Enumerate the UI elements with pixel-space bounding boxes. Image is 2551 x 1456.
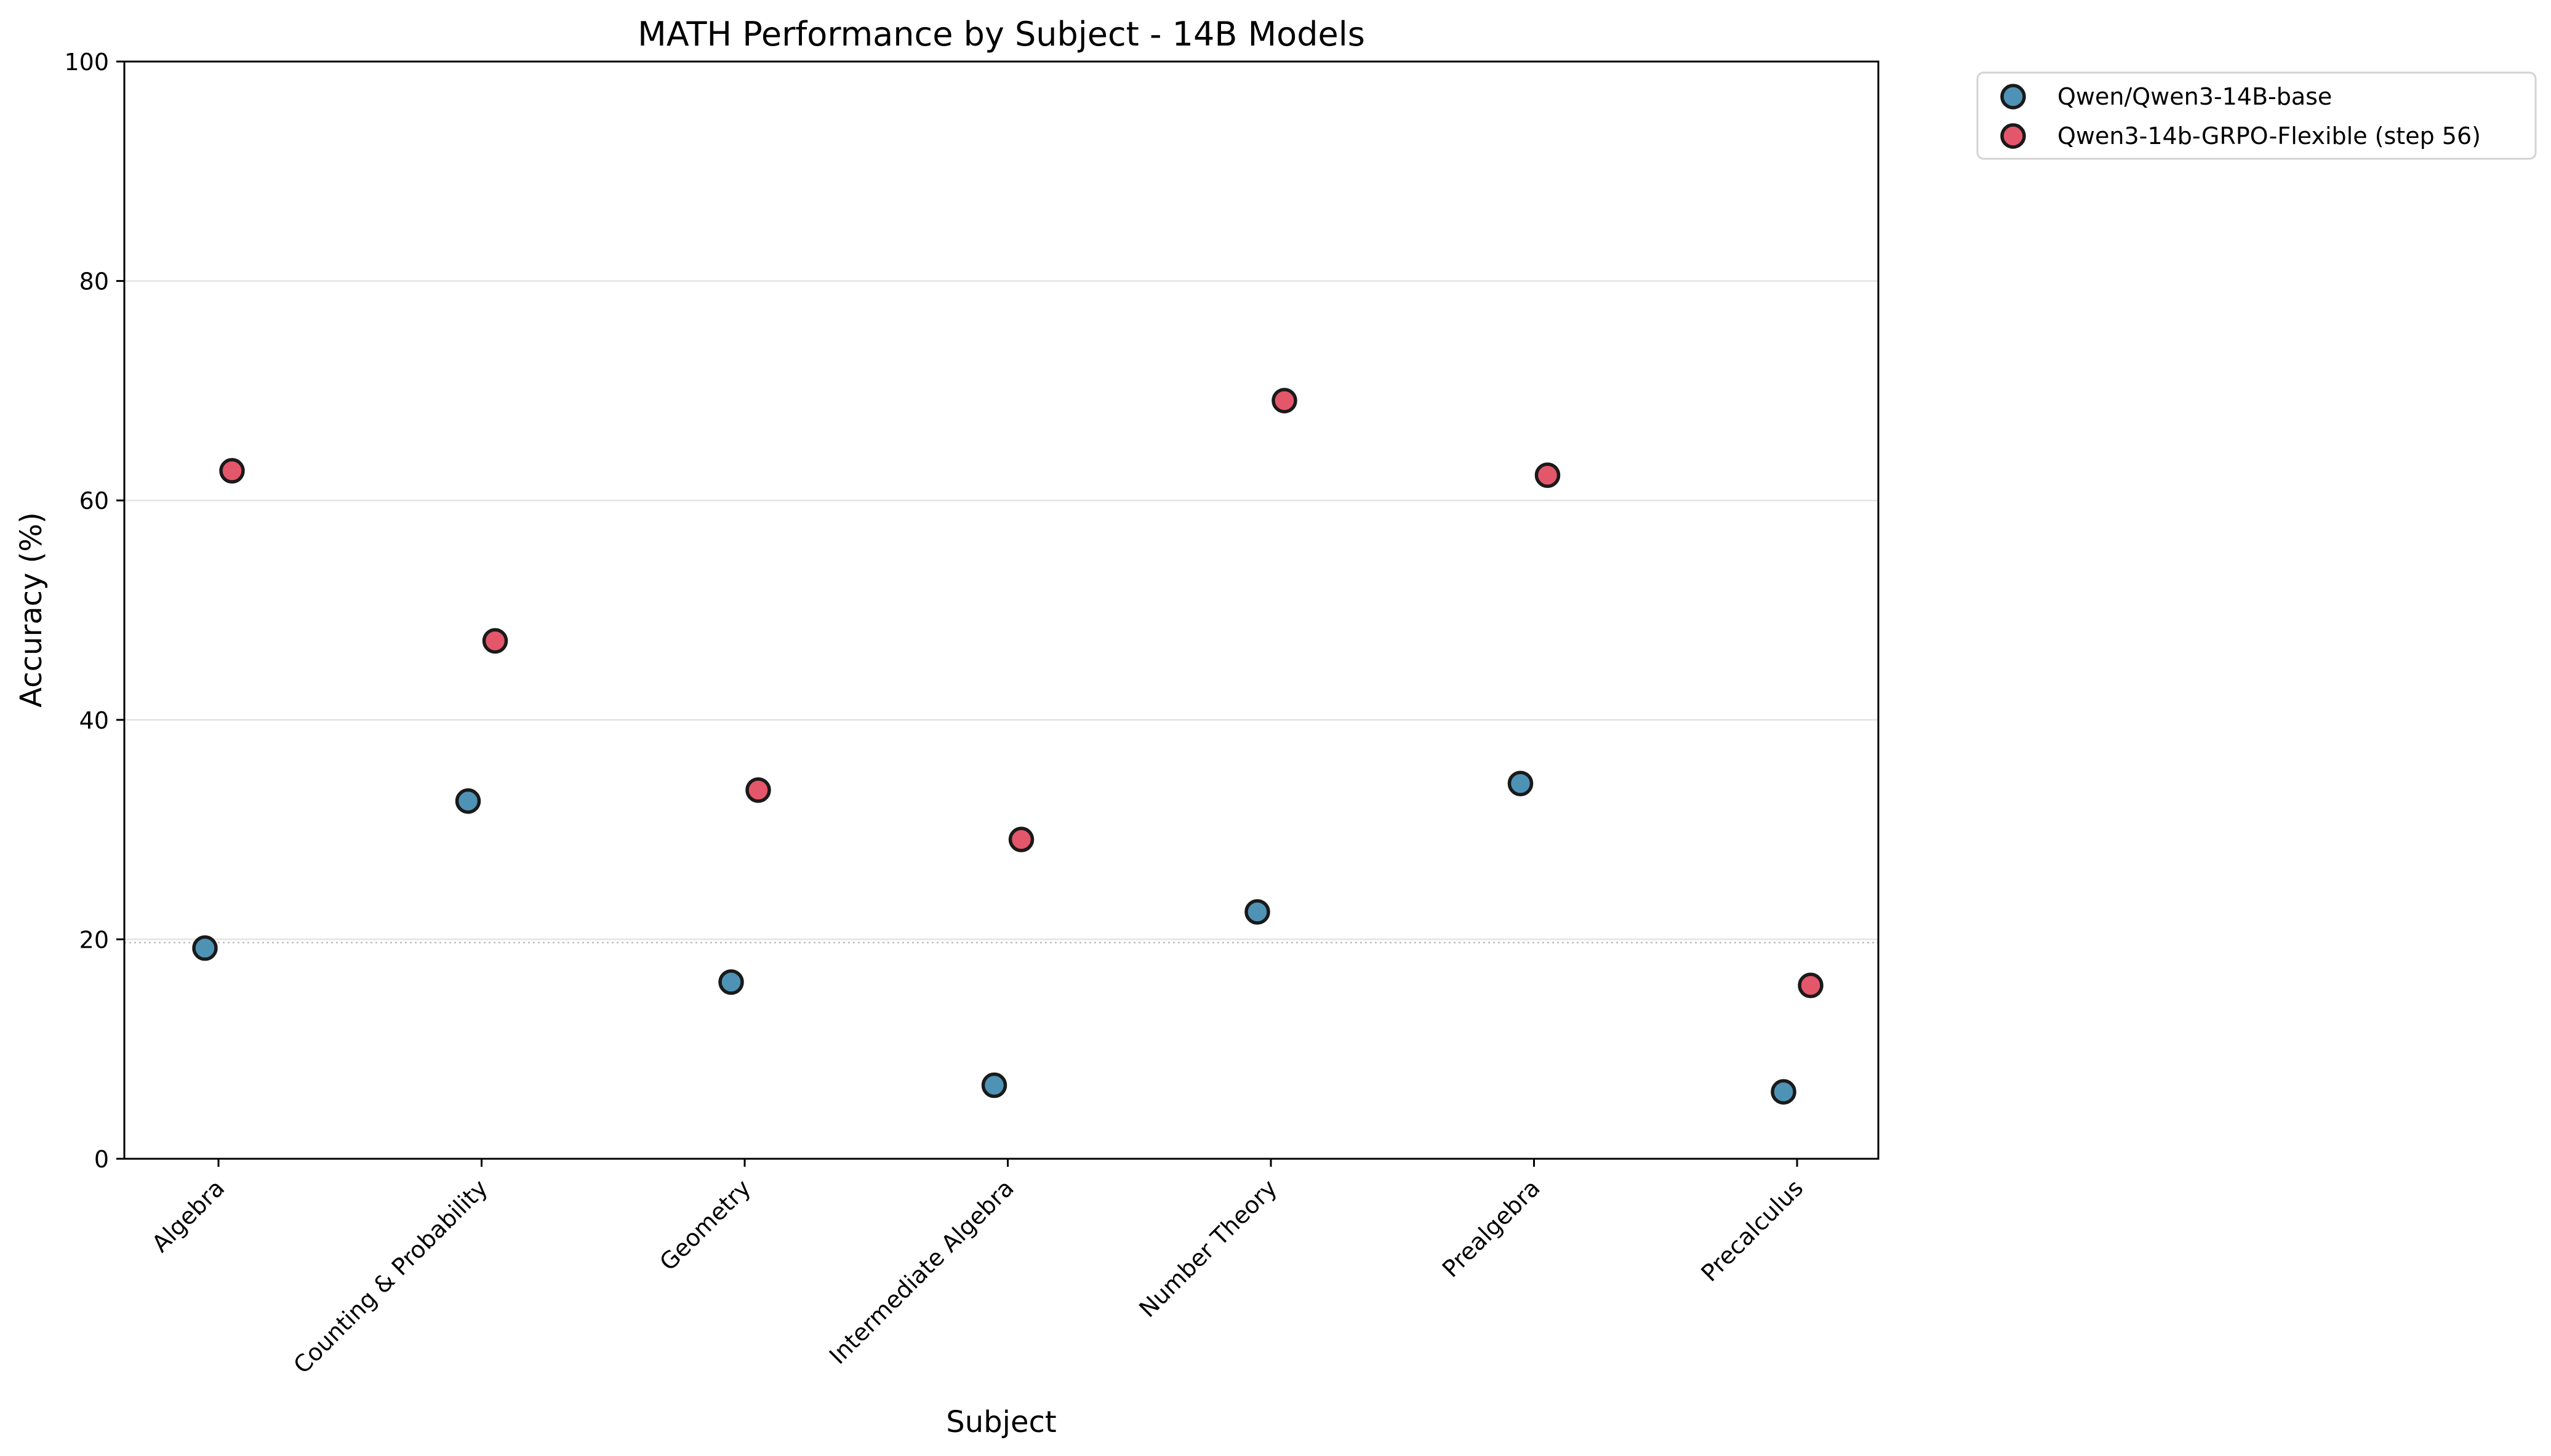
data-point	[1534, 462, 1561, 488]
data-point	[718, 969, 744, 995]
legend-marker	[2000, 123, 2026, 149]
y-tick-label: 20	[79, 926, 109, 953]
x-axis-label: Subject	[946, 1405, 1056, 1439]
y-tick-label: 80	[79, 268, 109, 295]
data-point	[1771, 1079, 1796, 1105]
y-tick-label: 40	[79, 707, 109, 734]
data-point	[1008, 826, 1035, 852]
legend-label: Qwen/Qwen3-14B-base	[2057, 83, 2332, 110]
x-tick-label: Geometry	[654, 1174, 756, 1276]
x-tick-label: Prealgebra	[1437, 1174, 1545, 1282]
legend-marker	[2000, 84, 2026, 110]
data-point	[1507, 770, 1534, 796]
y-tick-label: 100	[64, 49, 109, 76]
data-point	[1798, 972, 1824, 999]
data-point	[745, 777, 771, 803]
legend: Qwen/Qwen3-14B-base Qwen3-14b-GRPO-Flexib…	[1976, 71, 2537, 160]
x-tick-label: Precalculus	[1696, 1174, 1809, 1287]
data-point	[1244, 899, 1270, 925]
data-point	[482, 628, 508, 654]
grid-layer	[124, 280, 1878, 940]
data-points	[192, 388, 1824, 1105]
legend-label: Qwen3-14b-GRPO-Flexible (step 56)	[2057, 122, 2481, 150]
x-tick-label: Number Theory	[1134, 1174, 1282, 1322]
data-point	[455, 788, 481, 814]
y-axis: 0 20 40 60 80 100	[64, 49, 124, 1173]
x-tick-label: Counting & Probability	[288, 1174, 493, 1379]
plot-area	[123, 60, 1880, 1160]
chart-title: MATH Performance by Subject - 14B Models	[638, 15, 1365, 54]
y-axis-label: Accuracy (%)	[14, 512, 49, 707]
x-axis: Algebra Counting & Probability Geometry Int…	[146, 1159, 1808, 1379]
data-point	[981, 1072, 1007, 1098]
y-tick-label: 60	[79, 487, 109, 514]
data-point	[1271, 388, 1297, 414]
data-point	[192, 935, 218, 961]
x-tick-label: Algebra	[146, 1174, 230, 1257]
legend-box	[1976, 71, 2537, 160]
data-point	[219, 458, 245, 484]
y-tick-label: 0	[94, 1146, 109, 1173]
x-tick-label: Intermediate Algebra	[824, 1174, 1019, 1369]
